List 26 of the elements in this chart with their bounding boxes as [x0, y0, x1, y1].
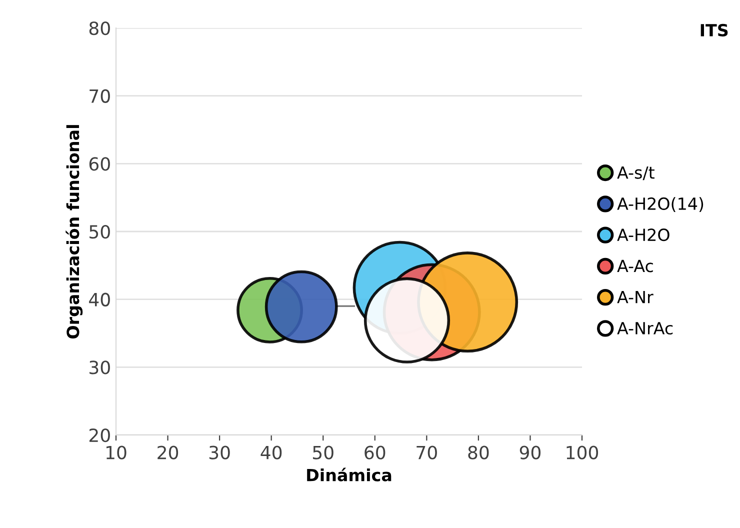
text: ITS	[700, 24, 728, 37]
x-tick-label: 90	[520, 446, 541, 460]
y-tick-label: 70	[90, 89, 110, 103]
y-tick-label: 80	[89, 21, 110, 36]
x-tick-label: 10	[106, 446, 126, 460]
legend-label: A-H2O(14)	[617, 197, 704, 212]
y-tick-label: 50	[90, 224, 110, 239]
legend-label: A-H2O	[617, 228, 670, 242]
x-tick-label: 60	[364, 446, 386, 460]
x-tick-label: 70	[416, 446, 437, 460]
y-tick-label: 20	[89, 428, 110, 442]
legend-label: A-Nr	[617, 290, 654, 304]
legend-label: A-Ac	[617, 260, 653, 272]
y-axis-title: Organización funcional	[66, 125, 83, 338]
x-tick-label: 100	[566, 446, 598, 460]
legend-label: A-NrAc	[617, 322, 673, 335]
x-tick-label: 20	[158, 446, 178, 460]
y-tick-label: 40	[89, 292, 110, 306]
y-tick-label: 60	[89, 157, 110, 171]
y-tick-label: 30	[90, 360, 110, 374]
x-axis-title: Dinámica	[307, 468, 392, 482]
x-tick-label: 50	[313, 446, 334, 460]
x-tick-label: 30	[209, 446, 230, 460]
x-tick-label: 80	[468, 446, 489, 460]
x-tick-label: 40	[260, 446, 282, 460]
legend-label: A-s/t	[617, 166, 654, 180]
